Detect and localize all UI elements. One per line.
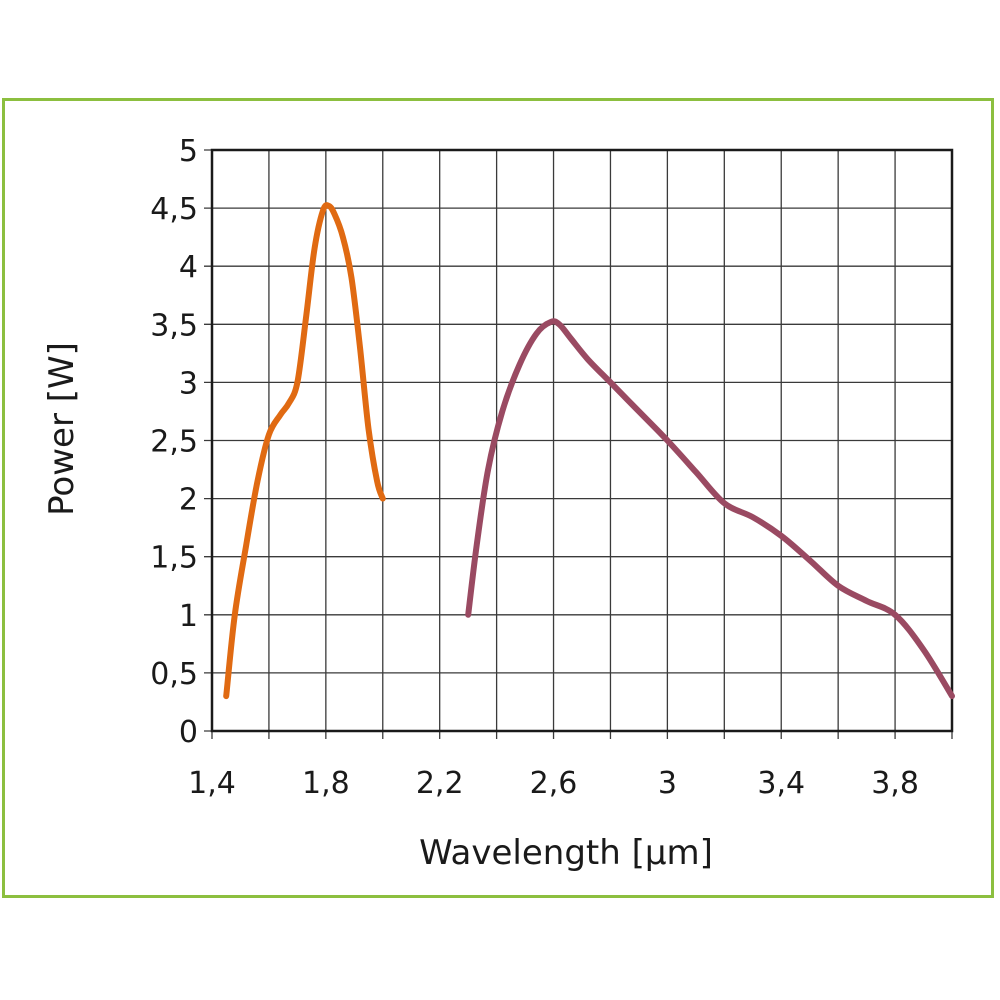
y-tick-label-1: 0,5: [150, 657, 198, 692]
y-tick-label-0: 0: [179, 715, 198, 750]
x-tick-label-6: 2,6: [530, 766, 578, 801]
series-line-0: [223, 202, 386, 700]
y-tick-label-4: 2: [179, 483, 198, 518]
series-lines: [223, 202, 955, 700]
x-axis-label: Wavelength [µm]: [419, 833, 713, 873]
x-tick-labels: 1,4 1,8 2,2 2,6 3 3,4 3,8: [188, 766, 919, 801]
x-tick-label-12: 3,8: [871, 766, 919, 801]
series-line-1: [465, 318, 955, 700]
y-tick-labels: 0 0,5 1 1,5 2 2,5 3 3,5 4 4,5 5: [150, 134, 198, 750]
x-tick-label-0: 1,4: [188, 766, 236, 801]
chart-frame: [2, 98, 994, 898]
y-tick-label-3: 1,5: [150, 541, 198, 576]
y-tick-label-6: 3: [179, 366, 198, 401]
plot-area-border: [210, 148, 954, 733]
y-tick-label-2: 1: [179, 599, 198, 634]
y-tick-label-5: 2,5: [150, 425, 198, 460]
axes: [210, 148, 954, 733]
x-tick-label-10: 3,4: [757, 766, 805, 801]
x-tick-label-8: 3: [658, 766, 677, 801]
y-tick-label-9: 4,5: [150, 192, 198, 227]
x-tick-label-4: 2,2: [416, 766, 464, 801]
y-tick-label-8: 4: [179, 250, 198, 285]
y-tick-label-7: 3,5: [150, 308, 198, 343]
x-tick-label-2: 1,8: [302, 766, 350, 801]
y-tick-label-10: 5: [179, 134, 198, 169]
y-axis-label: Power [W]: [42, 342, 82, 516]
